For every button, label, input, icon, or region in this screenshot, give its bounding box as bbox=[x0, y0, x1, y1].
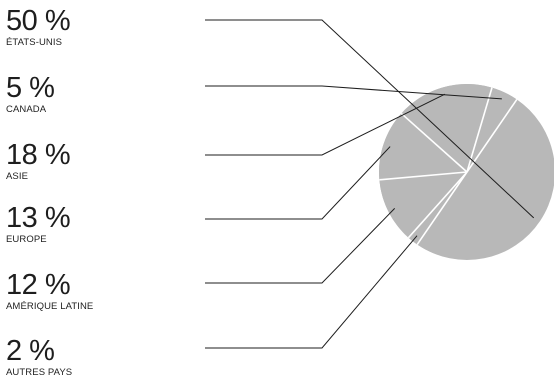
slice-category-label: ÉTATS-UNIS bbox=[6, 37, 63, 48]
slice-category-label: ASIE bbox=[6, 171, 29, 182]
leader-line-3 bbox=[205, 146, 391, 220]
slice-entry-canada: 5 % CANADA bbox=[6, 72, 55, 116]
slice-value-label: 13 % bbox=[6, 202, 71, 234]
slice-category-label: AMÉRIQUE LATINE bbox=[6, 301, 94, 312]
slice-entry-asie: 18 % ASIE bbox=[6, 139, 71, 183]
slice-divider bbox=[416, 171, 468, 245]
slice-value-label: 18 % bbox=[6, 139, 71, 171]
leader-line-4 bbox=[205, 208, 396, 284]
slice-entry-etats-unis: 50 % ÉTATS-UNIS bbox=[6, 5, 71, 49]
slice-divider bbox=[466, 99, 518, 173]
pie-slice-4 bbox=[379, 172, 467, 238]
slice-divider bbox=[407, 171, 468, 239]
pie-slice-0 bbox=[417, 99, 554, 260]
slice-divider bbox=[466, 87, 493, 173]
pie-slice-3 bbox=[379, 113, 467, 180]
slice-value-label: 5 % bbox=[6, 72, 55, 104]
slice-category-label: AUTRES PAYS bbox=[6, 367, 73, 378]
slice-entry-europe: 13 % EUROPE bbox=[6, 202, 71, 246]
slice-category-label: EUROPE bbox=[6, 234, 47, 245]
leader-line-0 bbox=[205, 19, 535, 219]
slice-divider bbox=[400, 112, 468, 173]
leader-line-1 bbox=[205, 85, 502, 100]
leader-line-5 bbox=[205, 235, 418, 349]
slice-value-label: 12 % bbox=[6, 269, 71, 301]
slice-value-label: 2 % bbox=[6, 335, 55, 367]
slice-divider bbox=[379, 171, 468, 181]
slice-value-label: 50 % bbox=[6, 5, 71, 37]
pie-slice-5 bbox=[408, 172, 467, 245]
leader-line-2 bbox=[205, 93, 446, 156]
pie-slice-1 bbox=[467, 87, 517, 172]
slice-category-label: CANADA bbox=[6, 104, 47, 115]
slice-entry-amerique-latine: 12 % AMÉRIQUE LATINE bbox=[6, 270, 93, 313]
slice-entry-autres-pays: 2 % AUTRES PAYS bbox=[6, 336, 72, 379]
pie-slice-2 bbox=[401, 83, 492, 172]
